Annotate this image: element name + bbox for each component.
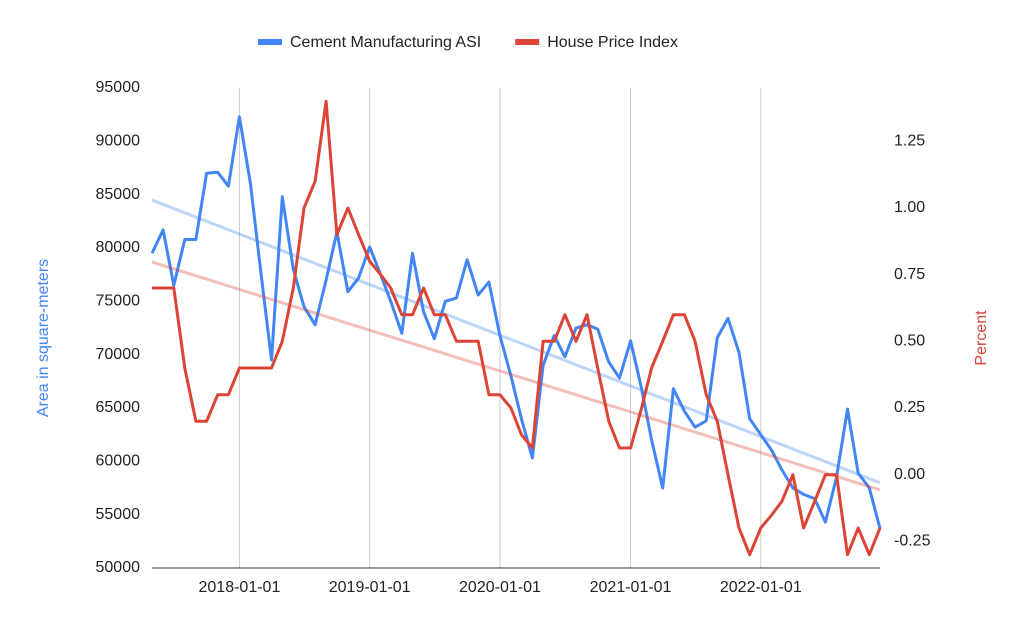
x-tick-label: 2020-01-01 [459, 579, 541, 596]
legend-swatch [515, 39, 540, 45]
y-tick-label: 75000 [96, 293, 141, 310]
y2-tick-label: 0.75 [894, 266, 925, 283]
y-axis-title: Area in square-meters [35, 259, 52, 417]
y-tick-label: 85000 [96, 186, 141, 203]
y2-axis-title: Percent [973, 310, 990, 366]
y-tick-label: 50000 [96, 559, 141, 576]
y2-tick-label: 0.00 [894, 466, 925, 483]
y-tick-label: 70000 [96, 346, 141, 363]
x-tick-label: 2018-01-01 [199, 579, 281, 596]
y-tick-label: 90000 [96, 133, 141, 150]
legend-swatch [258, 39, 282, 45]
y2-tick-label: 0.50 [894, 333, 925, 350]
y2-tick-label: 0.25 [894, 399, 925, 416]
legend-label: House Price Index [547, 34, 678, 51]
y-tick-label: 60000 [96, 453, 141, 470]
series-line [150, 115, 882, 529]
y-tick-label: 95000 [96, 79, 141, 96]
y-tick-label: 65000 [96, 399, 141, 416]
y-tick-label: 55000 [96, 506, 141, 523]
y2-tick-label: 1.00 [894, 199, 925, 216]
x-tick-label: 2022-01-01 [720, 579, 802, 596]
trendline [151, 198, 881, 485]
y2-tick-label: 1.25 [894, 133, 925, 150]
trendline [151, 260, 881, 492]
legend-label: Cement Manufacturing ASI [290, 34, 481, 51]
y2-tick-label: -0.25 [894, 533, 931, 550]
series-line [152, 99, 882, 557]
x-tick-label: 2019-01-01 [329, 579, 411, 596]
y-tick-label: 80000 [96, 239, 141, 256]
x-tick-label: 2021-01-01 [590, 579, 672, 596]
